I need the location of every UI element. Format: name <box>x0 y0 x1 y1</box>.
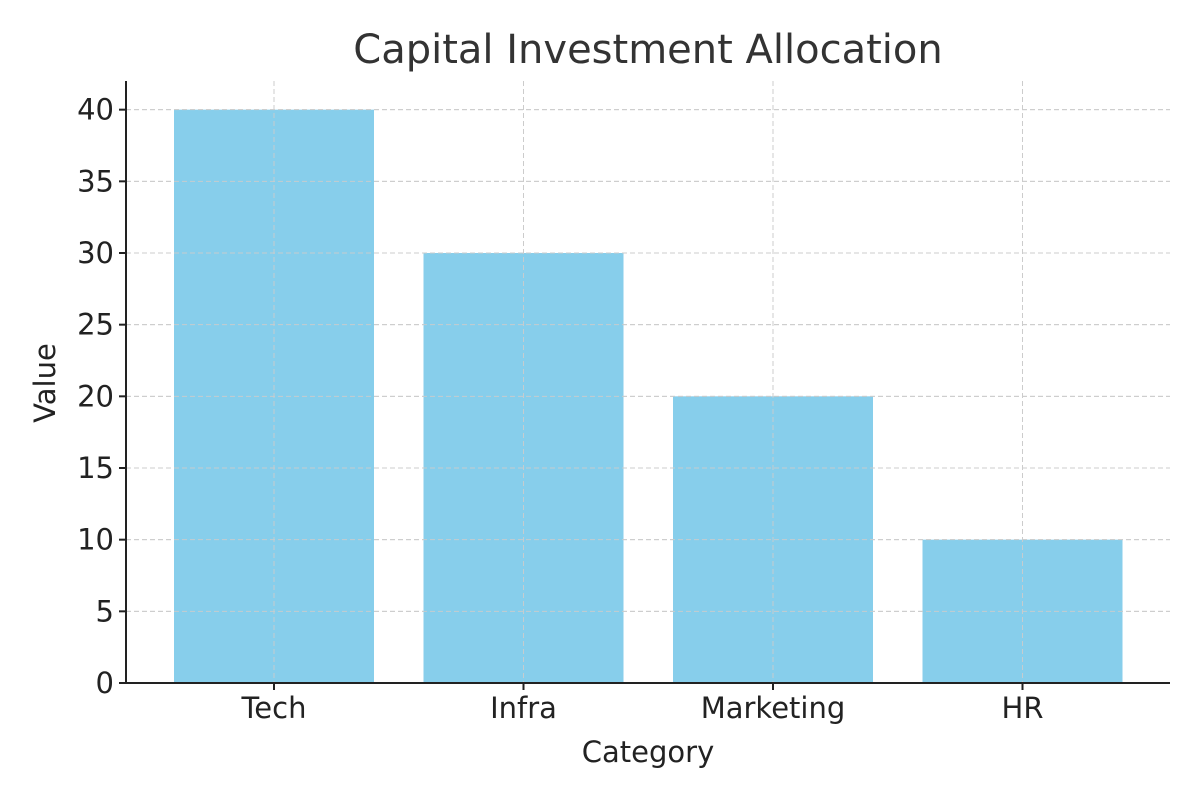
axis-layer: 0 5 10 15 20 25 30 35 40 Tech Infra Marketing HR <box>77 81 1170 725</box>
x-tick-label: Infra <box>490 691 557 725</box>
y-tick-label: 5 <box>96 594 114 628</box>
chart-title: Capital Investment Allocation <box>353 27 942 73</box>
y-tick-label: 10 <box>77 523 114 557</box>
y-tick-label: 25 <box>77 308 114 342</box>
x-tick-label: Marketing <box>701 691 846 725</box>
x-axis-label: Category <box>582 735 714 769</box>
y-tick-label: 20 <box>77 379 114 413</box>
bar-layer <box>126 81 1170 684</box>
y-tick-label: 30 <box>77 236 114 270</box>
x-tick-label: HR <box>1002 691 1044 725</box>
y-tick-label: 15 <box>77 451 114 485</box>
y-tick-label: 40 <box>77 93 114 127</box>
y-tick-label: 0 <box>96 666 114 700</box>
y-tick-label: 35 <box>77 164 114 198</box>
x-tick-label: Tech <box>241 691 307 725</box>
y-axis-label: Value <box>28 343 62 423</box>
